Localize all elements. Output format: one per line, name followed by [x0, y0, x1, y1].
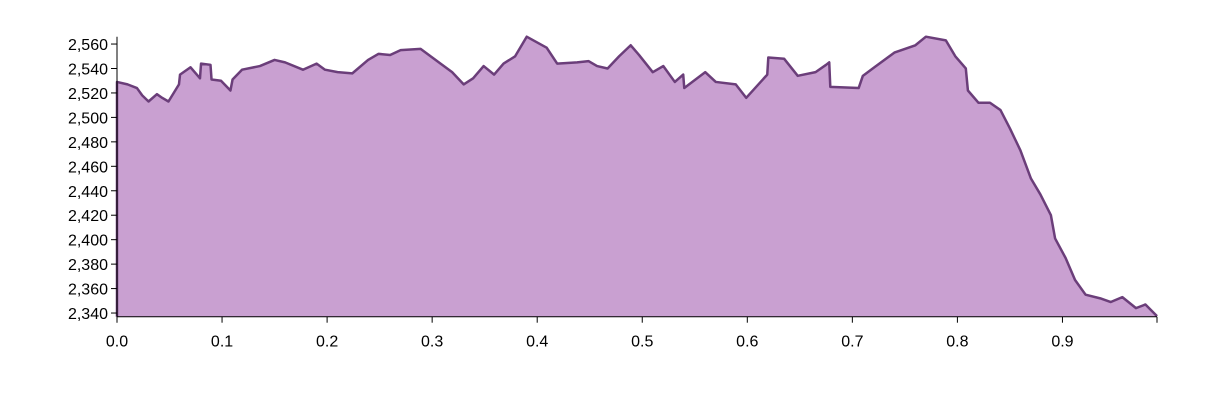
area — [117, 36, 1157, 317]
y-tick-label: 2,440 — [68, 184, 108, 201]
x-tick-label: 0.2 — [316, 334, 338, 351]
x-tick-label: 0.6 — [736, 334, 758, 351]
x-tick-label: 0.9 — [1051, 334, 1073, 351]
x-tick-label: 0.1 — [211, 334, 233, 351]
x-tick-label: 0.0 — [106, 334, 128, 351]
y-tick-label: 2,380 — [68, 257, 108, 274]
y-tick-label: 2,420 — [68, 208, 108, 225]
x-tick-label: 0.8 — [946, 334, 968, 351]
y-tick-label: 2,500 — [68, 110, 108, 127]
y-tick-label: 2,520 — [68, 86, 108, 103]
x-tick-label: 0.4 — [526, 334, 548, 351]
y-tick-label: 2,400 — [68, 233, 108, 250]
x-tick-label: 0.7 — [841, 334, 863, 351]
y-tick-label: 2,540 — [68, 61, 108, 78]
y-tick-label: 2,480 — [68, 135, 108, 152]
y-tick-label: 2,340 — [68, 306, 108, 323]
y-tick-label: 2,560 — [68, 37, 108, 54]
y-tick-label: 2,460 — [68, 159, 108, 176]
y-tick-label: 2,360 — [68, 282, 108, 299]
x-tick-label: 0.3 — [421, 334, 443, 351]
x-tick-label: 0.5 — [631, 334, 653, 351]
area-line — [115, 35, 1158, 317]
